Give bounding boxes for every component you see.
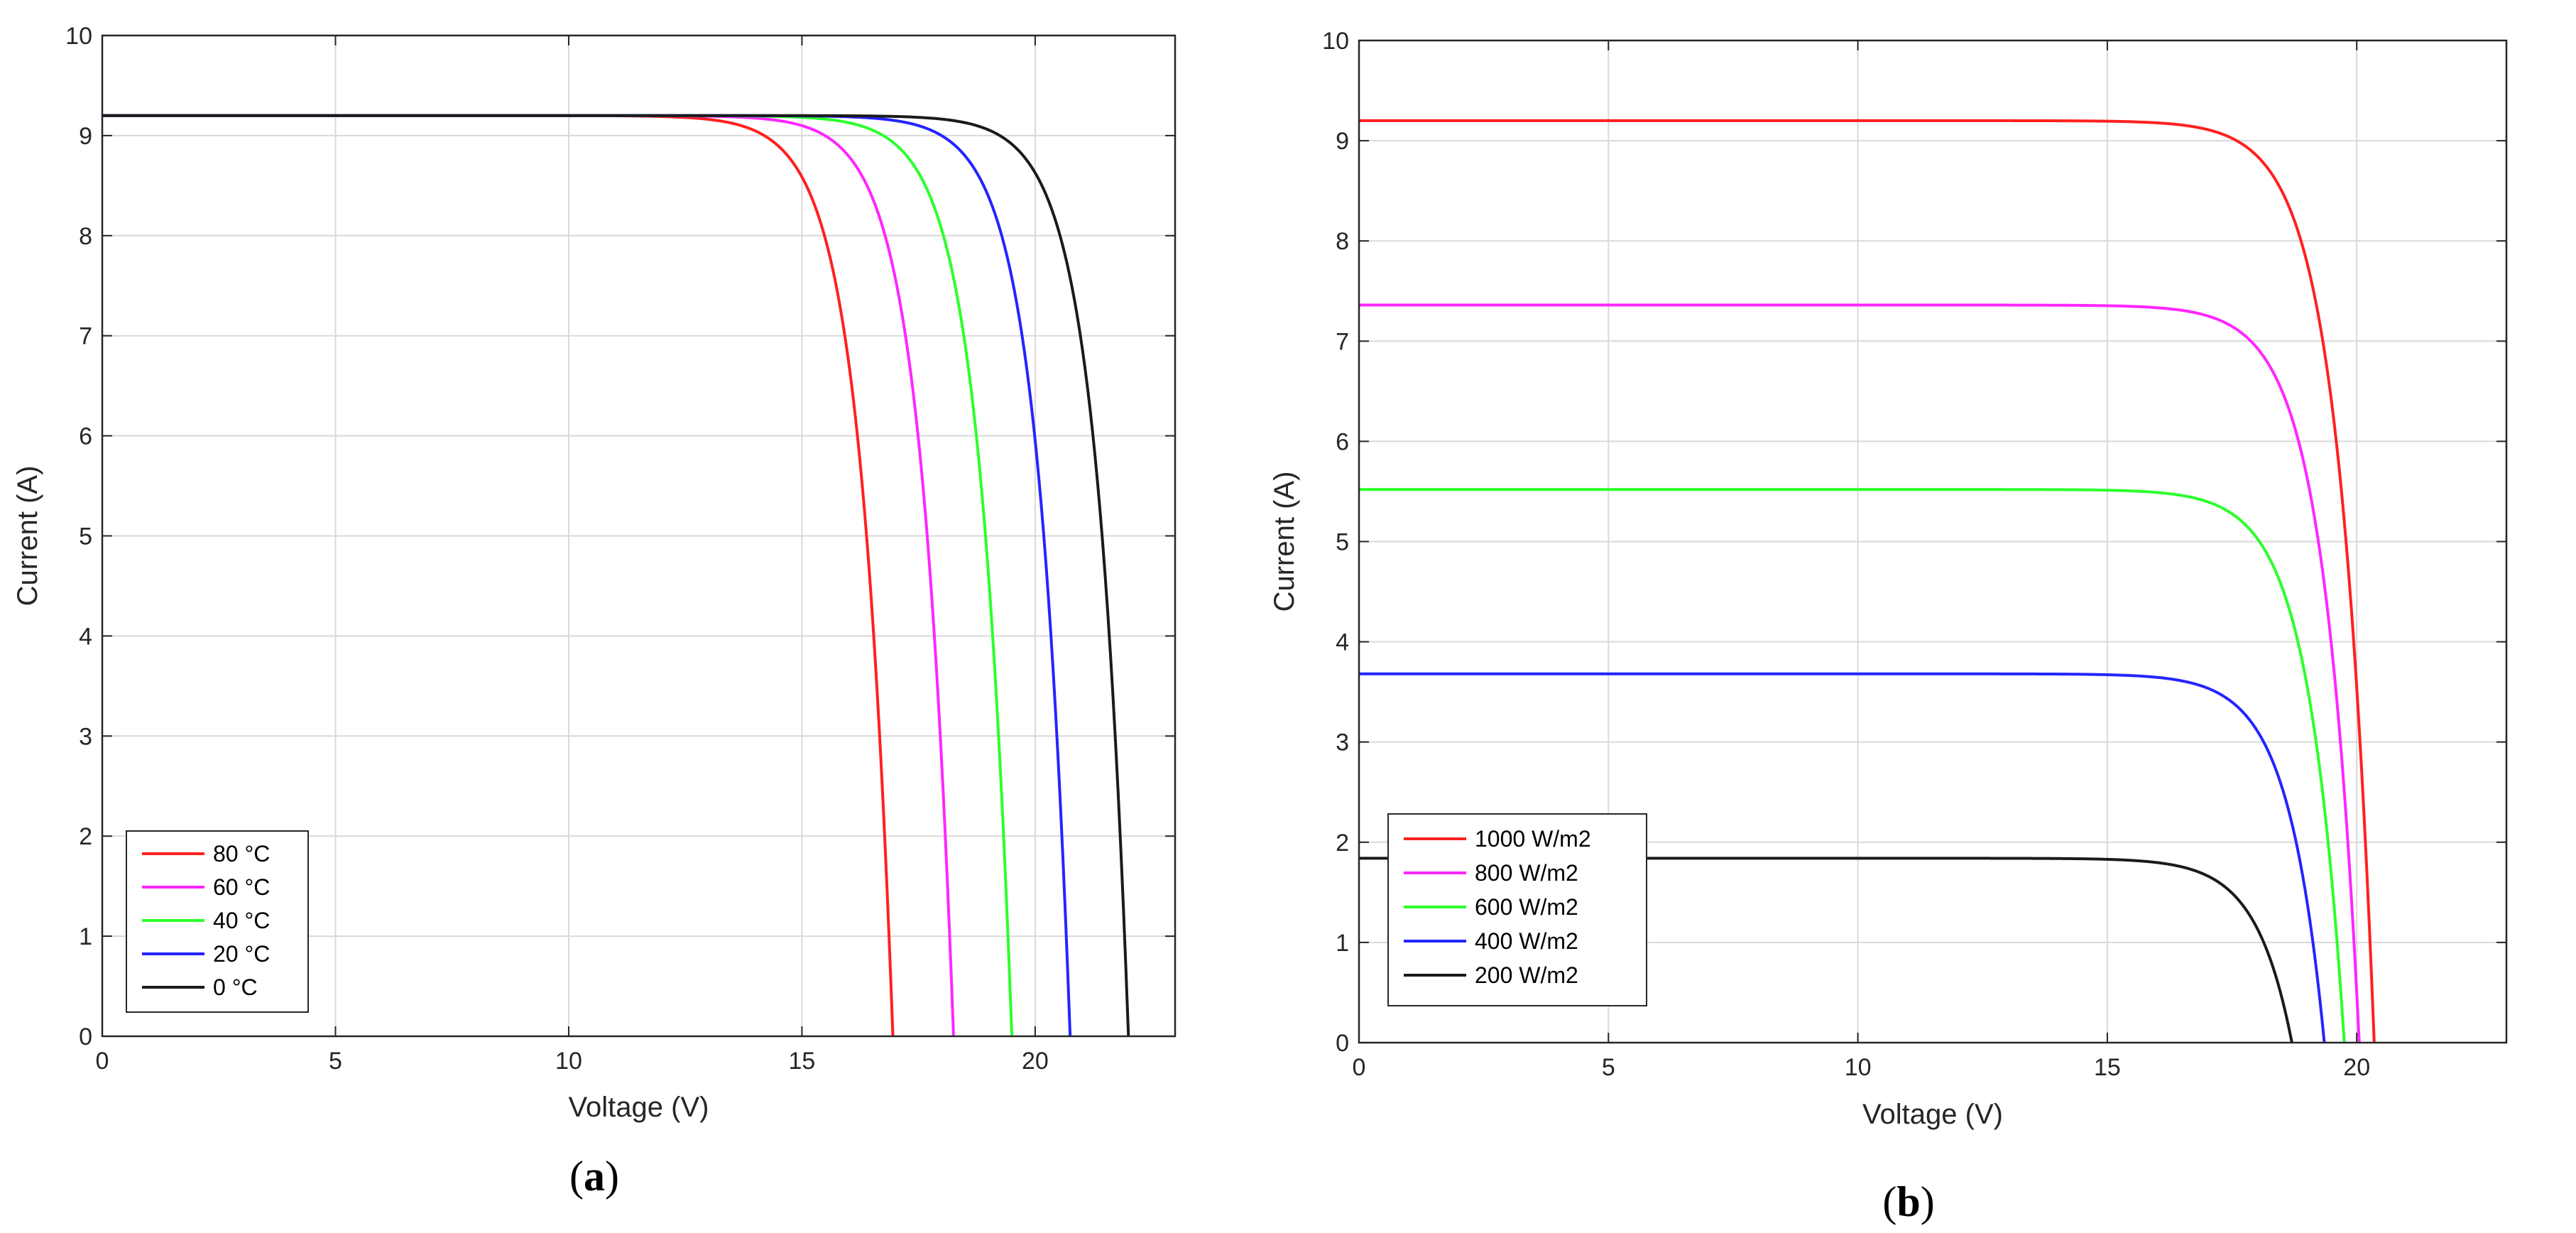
x-tick-label: 0 [96,1048,109,1075]
y-axis-label: Current (A) [12,466,43,607]
legend-entry: 40 °C [213,908,270,933]
x-tick-label: 0 [1353,1054,1366,1081]
y-tick-label: 4 [79,623,92,650]
y-tick-label: 5 [79,523,92,550]
y-tick-label: 0 [1336,1030,1349,1057]
y-tick-label: 1 [1336,930,1349,957]
x-tick-label: 15 [2094,1054,2121,1081]
x-tick-label: 5 [1602,1054,1615,1081]
x-tick-label: 15 [789,1048,816,1075]
legend-entry: 20 °C [213,941,270,967]
legend-entry: 600 W/m2 [1475,894,1578,920]
x-tick-label: 5 [329,1048,342,1075]
y-tick-label: 6 [79,423,92,450]
legend-entry: 800 W/m2 [1475,860,1578,886]
x-axis-label: Voltage (V) [1862,1099,2003,1130]
chart-panel-a: 0 5 10 15 20 0 1 2 3 4 5 6 7 8 9 10 Voltage (V) Current (… [12,23,1177,1200]
panel-label: (b) [1882,1178,1934,1225]
y-tick-label: 8 [79,223,92,250]
series-line-0-c [102,114,1130,1036]
legend-entry: 80 °C [213,841,270,867]
y-tick-label: 2 [79,823,92,850]
x-tick-label: 10 [555,1048,582,1075]
series-line-800-w-m2 [1359,303,2361,1043]
legend: 1000 W/m2 800 W/m2 600 W/m2 400 W/m2 200 W/m… [1387,813,1647,1006]
series-line-1000-w-m2 [1359,119,2376,1043]
y-tick-label: 3 [1336,729,1349,756]
x-tick-label: 10 [1845,1054,1872,1081]
y-tick-label: 2 [1336,830,1349,857]
series-group [102,114,1130,1036]
y-tick-label: 8 [1336,228,1349,255]
legend-entry: 200 W/m2 [1475,962,1578,988]
y-tick-label: 1 [79,923,92,950]
y-tick-label: 7 [1336,328,1349,355]
chart-panel-b: 0 5 10 15 20 0 1 2 3 4 5 6 7 8 9 10 Voltage (V) Current (… [1269,28,2508,1225]
y-tick-label: 10 [65,23,92,50]
x-axis-label: Voltage (V) [569,1092,709,1123]
y-axis-label: Current (A) [1269,472,1300,612]
panel-label: (a) [569,1153,619,1200]
legend-entry: 400 W/m2 [1475,928,1578,954]
series-line-400-w-m2 [1359,672,2326,1043]
y-tick-label: 9 [1336,128,1349,155]
series-line-600-w-m2 [1359,488,2346,1043]
legend-entry: 1000 W/m2 [1475,826,1591,852]
y-tick-label: 10 [1322,28,1349,55]
x-tick-label: 20 [1022,1048,1049,1075]
y-tick-label: 3 [79,723,92,750]
y-tick-label: 5 [1336,529,1349,556]
y-tick-label: 0 [79,1023,92,1050]
y-tick-label: 7 [79,323,92,350]
y-tick-label: 6 [1336,428,1349,455]
legend: 80 °C 60 °C 40 °C 20 °C 0 °C [126,830,309,1013]
legend-entry: 60 °C [213,874,270,900]
y-tick-label: 9 [79,123,92,150]
legend-entry: 0 °C [213,974,258,1000]
y-tick-label: 4 [1336,629,1349,656]
x-tick-label: 20 [2343,1054,2370,1081]
